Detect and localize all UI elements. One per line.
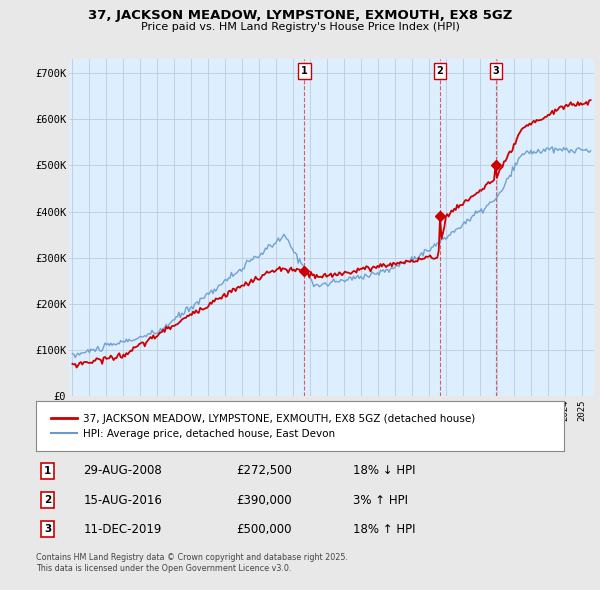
Text: 37, JACKSON MEADOW, LYMPSTONE, EXMOUTH, EX8 5GZ: 37, JACKSON MEADOW, LYMPSTONE, EXMOUTH, …: [88, 9, 512, 22]
Text: 3: 3: [44, 525, 51, 535]
Text: 1: 1: [44, 466, 51, 476]
Text: 2: 2: [436, 66, 443, 76]
Text: 18% ↑ HPI: 18% ↑ HPI: [353, 523, 415, 536]
Text: Contains HM Land Registry data © Crown copyright and database right 2025.: Contains HM Land Registry data © Crown c…: [36, 553, 348, 562]
Text: 3% ↑ HPI: 3% ↑ HPI: [353, 493, 408, 507]
Text: £390,000: £390,000: [236, 493, 292, 507]
Text: £272,500: £272,500: [236, 464, 293, 477]
Text: 1: 1: [301, 66, 308, 76]
Text: 15-AUG-2016: 15-AUG-2016: [83, 493, 163, 507]
Text: £500,000: £500,000: [236, 523, 292, 536]
Text: 3: 3: [493, 66, 500, 76]
Text: 29-AUG-2008: 29-AUG-2008: [83, 464, 162, 477]
Text: 18% ↓ HPI: 18% ↓ HPI: [353, 464, 415, 477]
Text: 11-DEC-2019: 11-DEC-2019: [83, 523, 162, 536]
Text: Price paid vs. HM Land Registry's House Price Index (HPI): Price paid vs. HM Land Registry's House …: [140, 22, 460, 32]
Text: This data is licensed under the Open Government Licence v3.0.: This data is licensed under the Open Gov…: [36, 565, 292, 573]
Legend: 37, JACKSON MEADOW, LYMPSTONE, EXMOUTH, EX8 5GZ (detached house), HPI: Average p: 37, JACKSON MEADOW, LYMPSTONE, EXMOUTH, …: [46, 409, 479, 443]
Text: 2: 2: [44, 495, 51, 505]
